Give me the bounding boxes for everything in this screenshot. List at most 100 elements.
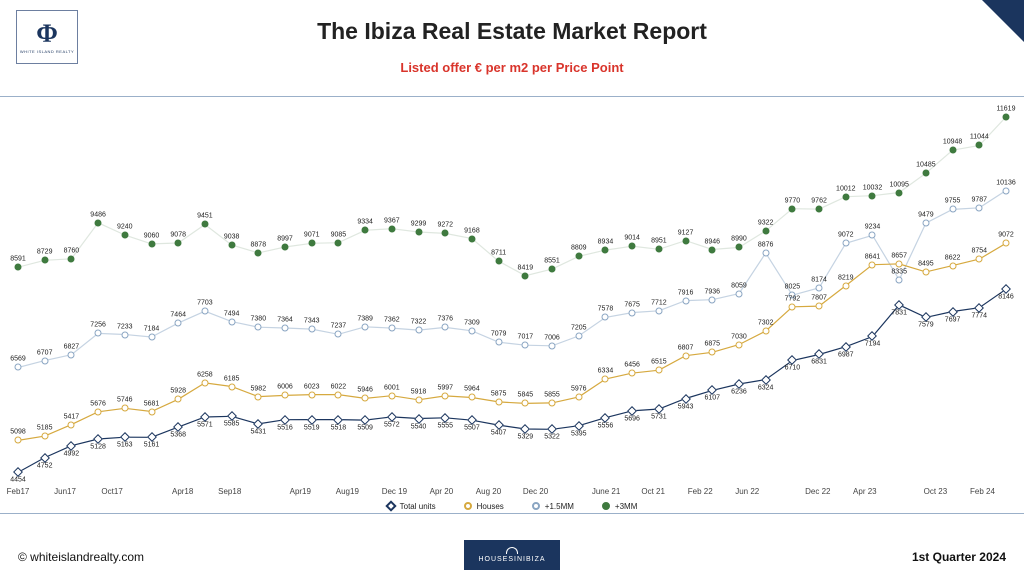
- data-point: 8997: [282, 244, 289, 251]
- diamond-icon: [385, 500, 396, 511]
- data-point: 8878: [255, 249, 262, 256]
- data-point: 7184: [148, 333, 155, 340]
- data-point: 6001: [388, 392, 395, 399]
- data-point: 5516: [282, 416, 289, 423]
- data-point: 5556: [602, 414, 609, 421]
- data-point: 7309: [468, 327, 475, 334]
- data-point: 8419: [522, 272, 529, 279]
- legend-item-houses: Houses: [464, 502, 504, 511]
- data-point: 4752: [41, 454, 48, 461]
- data-point: 5128: [95, 435, 102, 442]
- x-tick: Apr 23: [853, 487, 877, 496]
- data-point: 5681: [148, 408, 155, 415]
- x-tick: Aug 20: [476, 487, 501, 496]
- page-footer: © whiteislandrealty.com HOUSESINIBIZA 1s…: [0, 532, 1024, 576]
- data-point: 5540: [415, 415, 422, 422]
- data-point: 9168: [468, 235, 475, 242]
- data-point: 9272: [442, 230, 449, 237]
- data-point: 11044: [976, 142, 983, 149]
- data-point: 5555: [442, 414, 449, 421]
- data-point: 5518: [335, 416, 342, 423]
- data-point: 7703: [201, 308, 208, 315]
- legend-item-3mm: +3MM: [602, 502, 637, 511]
- data-point: 5731: [655, 406, 662, 413]
- data-point: 8551: [549, 266, 556, 273]
- data-point: 6710: [789, 357, 796, 364]
- data-point: 6707: [41, 357, 48, 364]
- data-point: 5161: [148, 434, 155, 441]
- copyright-text: © whiteislandrealty.com: [18, 550, 144, 564]
- data-point: 6987: [842, 343, 849, 350]
- x-tick: Feb 22: [688, 487, 713, 496]
- x-tick: Apr19: [290, 487, 311, 496]
- legend-item-total: Total units: [387, 502, 436, 511]
- x-tick: Jun 22: [735, 487, 759, 496]
- data-point: 9085: [335, 239, 342, 246]
- data-point: 5746: [121, 405, 128, 412]
- x-axis: Feb17Jun17Oct17Apr18Sep18Apr19Aug19Dec 1…: [18, 487, 1006, 499]
- data-point: 7364: [282, 325, 289, 332]
- data-point: 9322: [762, 227, 769, 234]
- data-point: 9072: [1003, 240, 1010, 247]
- data-point: 7697: [949, 308, 956, 315]
- chart-container: 8591872987609486924090609078945190388878…: [0, 96, 1024, 514]
- data-point: 9240: [121, 231, 128, 238]
- data-point: 6236: [735, 380, 742, 387]
- data-point: 7205: [575, 332, 582, 339]
- data-point: 5855: [549, 399, 556, 406]
- data-point: 7675: [629, 309, 636, 316]
- data-point: 6831: [816, 351, 823, 358]
- data-point: 5875: [495, 398, 502, 405]
- data-point: 4992: [68, 442, 75, 449]
- data-point: 8990: [735, 244, 742, 251]
- data-point: 4454: [15, 469, 22, 476]
- x-tick: Apr 20: [430, 487, 454, 496]
- x-tick: Dec 19: [382, 487, 407, 496]
- data-point: 6006: [282, 392, 289, 399]
- data-point: 6569: [15, 364, 22, 371]
- data-point: 7343: [308, 326, 315, 333]
- data-point: 7237: [335, 331, 342, 338]
- chart-legend: Total units Houses +1.5MM +3MM: [0, 500, 1024, 512]
- data-point: 7712: [655, 307, 662, 314]
- brand-subtext: WHITE ISLAND REALTY: [20, 49, 74, 54]
- data-point: 7578: [602, 314, 609, 321]
- data-point: 6515: [655, 367, 662, 374]
- data-point: 7579: [922, 314, 929, 321]
- data-point: 7256: [95, 330, 102, 337]
- data-point: 10095: [896, 189, 903, 196]
- data-point: 5519: [308, 416, 315, 423]
- page-title: The Ibiza Real Estate Market Report: [0, 18, 1024, 45]
- data-point: 5098: [15, 437, 22, 444]
- x-tick: Jun17: [54, 487, 76, 496]
- data-point: 6258: [201, 379, 208, 386]
- data-point: 8641: [869, 261, 876, 268]
- data-point: 7494: [228, 318, 235, 325]
- data-point: 7362: [388, 325, 395, 332]
- data-point: 5943: [682, 395, 689, 402]
- data-point: 5185: [41, 433, 48, 440]
- data-point: 8059: [735, 290, 742, 297]
- data-point: 10485: [922, 170, 929, 177]
- data-point: 8934: [602, 247, 609, 254]
- data-point: 8174: [816, 284, 823, 291]
- x-tick: Oct 21: [641, 487, 665, 496]
- x-tick: Oct 23: [924, 487, 948, 496]
- data-point: 8657: [896, 260, 903, 267]
- data-point: 6324: [762, 376, 769, 383]
- x-tick: Feb 24: [970, 487, 995, 496]
- data-point: 9014: [629, 243, 636, 250]
- data-point: 9299: [415, 229, 422, 236]
- data-point: 5976: [575, 393, 582, 400]
- data-point: 5997: [442, 392, 449, 399]
- data-point: 5964: [468, 394, 475, 401]
- data-point: 11619: [1003, 113, 1010, 120]
- data-point: 7079: [495, 339, 502, 346]
- data-point: 7302: [762, 328, 769, 335]
- x-tick: Feb17: [7, 487, 30, 496]
- data-point: 9367: [388, 225, 395, 232]
- data-point: 9451: [201, 221, 208, 228]
- data-point: 5585: [228, 413, 235, 420]
- data-point: 5845: [522, 400, 529, 407]
- data-point: 10948: [949, 147, 956, 154]
